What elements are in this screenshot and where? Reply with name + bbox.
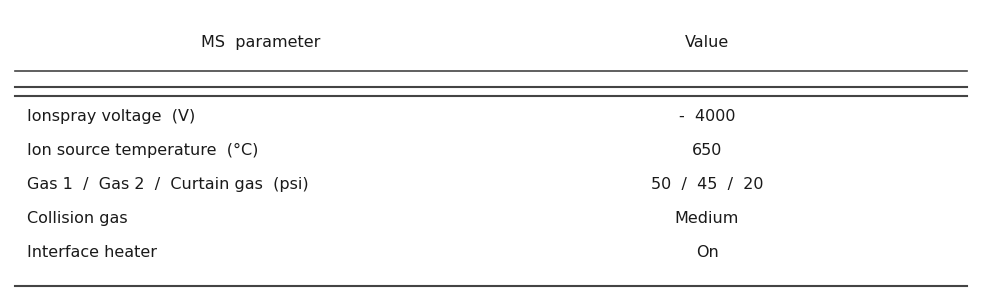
Text: On: On	[695, 245, 719, 260]
Text: 650: 650	[692, 143, 722, 158]
Text: MS  parameter: MS parameter	[200, 35, 320, 50]
Text: Interface heater: Interface heater	[27, 245, 157, 260]
Text: 50  /  45  /  20: 50 / 45 / 20	[651, 177, 763, 192]
Text: -  4000: - 4000	[679, 109, 736, 124]
Text: Gas 1  /  Gas 2  /  Curtain gas  (psi): Gas 1 / Gas 2 / Curtain gas (psi)	[27, 177, 309, 192]
Text: Ion source temperature  (°C): Ion source temperature (°C)	[27, 143, 259, 158]
Text: Ionspray voltage  (V): Ionspray voltage (V)	[27, 109, 195, 124]
Text: Collision gas: Collision gas	[27, 211, 128, 226]
Text: Value: Value	[684, 35, 730, 50]
Text: Medium: Medium	[675, 211, 739, 226]
